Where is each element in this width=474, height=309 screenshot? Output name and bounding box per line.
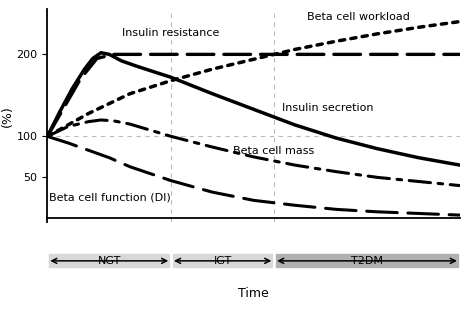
Text: Beta cell function (DI): Beta cell function (DI) bbox=[49, 192, 171, 202]
Text: IGT: IGT bbox=[213, 256, 232, 266]
Text: Insulin resistance: Insulin resistance bbox=[122, 28, 219, 38]
Text: Beta cell workload: Beta cell workload bbox=[307, 12, 410, 23]
Text: Beta cell mass: Beta cell mass bbox=[233, 146, 314, 156]
Bar bbox=[49, 254, 169, 267]
Bar bbox=[173, 254, 272, 267]
Text: T2DM: T2DM bbox=[351, 256, 383, 266]
FancyArrowPatch shape bbox=[279, 258, 456, 263]
Bar bbox=[276, 254, 458, 267]
Text: Time: Time bbox=[238, 287, 269, 300]
FancyArrowPatch shape bbox=[175, 258, 270, 263]
Y-axis label: (%): (%) bbox=[1, 105, 14, 127]
FancyArrowPatch shape bbox=[52, 258, 167, 263]
Text: NGT: NGT bbox=[98, 256, 121, 266]
Text: Insulin secretion: Insulin secretion bbox=[283, 103, 374, 113]
